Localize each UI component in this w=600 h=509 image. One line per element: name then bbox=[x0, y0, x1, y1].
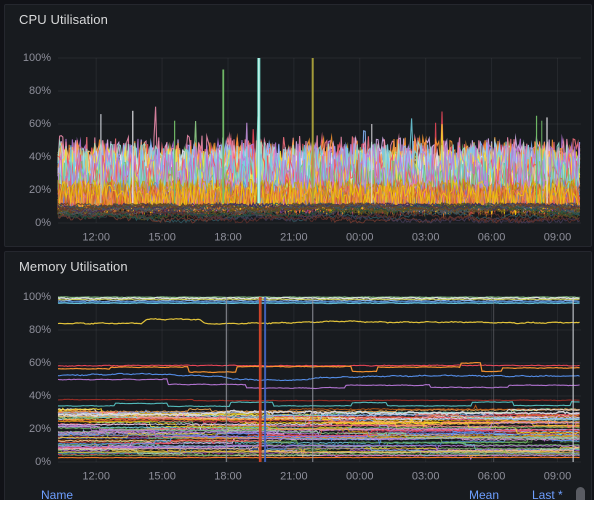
grafana-dashboard: CPU Utilisation Memory Utilisation Name … bbox=[0, 0, 594, 500]
legend-header-name[interactable]: Name bbox=[41, 488, 74, 500]
legend-header-last[interactable]: Last * bbox=[532, 488, 563, 500]
cpu-utilisation-panel: CPU Utilisation bbox=[4, 4, 593, 247]
cpu-utilisation-chart[interactable] bbox=[5, 33, 593, 246]
memory-utilisation-panel: Memory Utilisation Name Mean Last * bbox=[4, 251, 593, 500]
cpu-panel-title[interactable]: CPU Utilisation bbox=[19, 12, 108, 27]
memory-panel-title[interactable]: Memory Utilisation bbox=[19, 259, 128, 274]
legend-header-mean[interactable]: Mean bbox=[469, 488, 500, 500]
memory-utilisation-chart[interactable] bbox=[5, 280, 593, 480]
legend-scrollbar-thumb[interactable] bbox=[576, 487, 585, 500]
